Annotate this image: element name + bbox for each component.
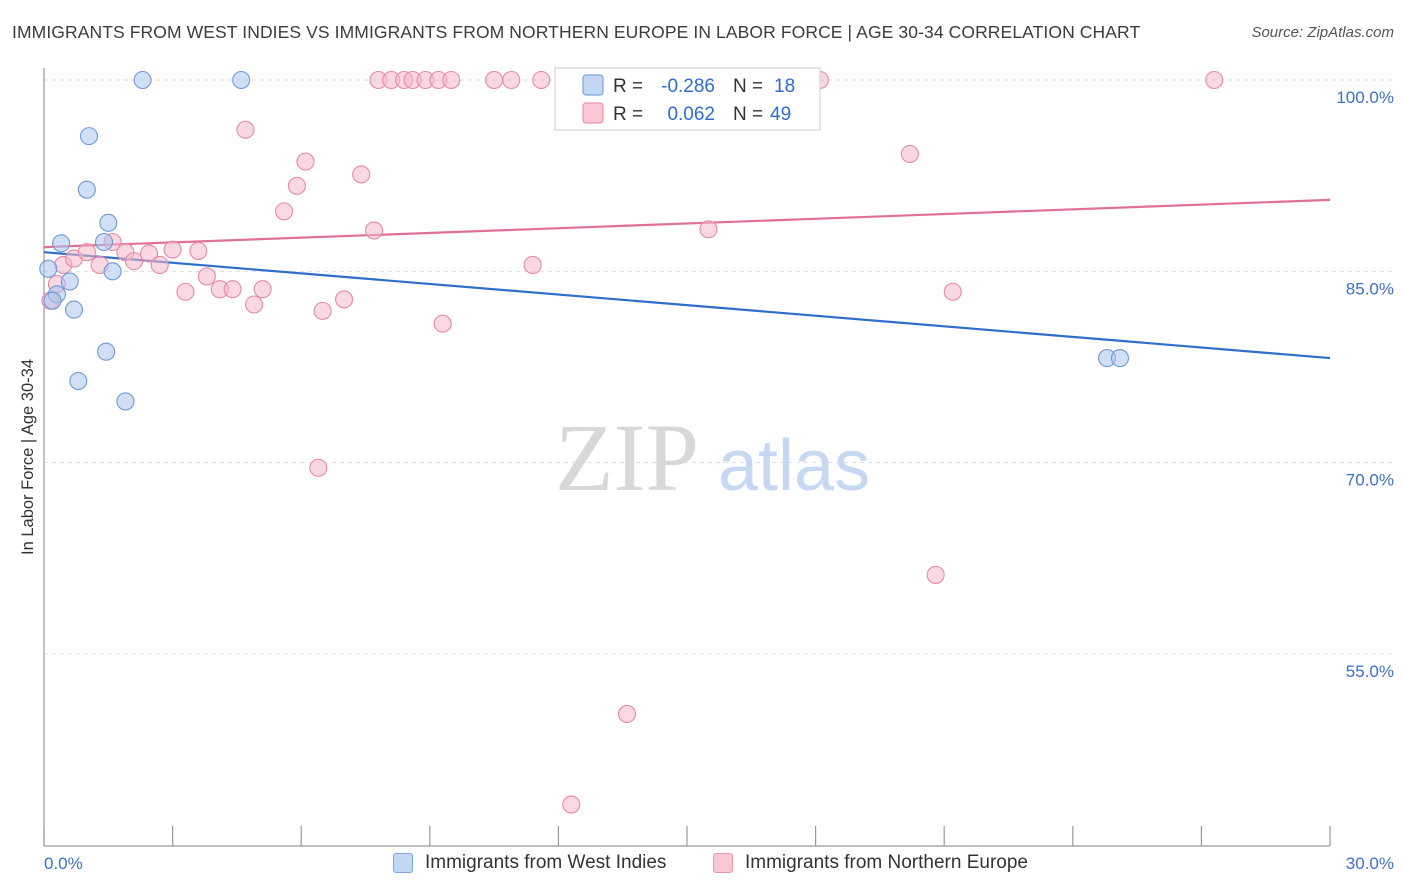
point-northern-europe-16 [223,280,242,299]
point-west-indies-13 [133,70,152,90]
point-west-indies-10 [99,213,118,232]
legend-swatch-northern-europe [582,102,604,124]
legend-r-value-2: 0.062 [667,104,715,125]
point-northern-europe-34 [442,70,461,90]
series-legend-west-indies: Immigrants from West Indies [393,852,666,874]
point-northern-europe-4 [77,243,96,262]
point-northern-europe-9 [139,244,159,263]
point-northern-europe-48 [943,282,962,301]
series-swatch-west-indies [393,853,413,873]
point-west-indies-17 [43,291,62,310]
series-swatch-northern-europe [713,853,733,873]
point-west-indies-5 [69,371,88,391]
chart-source: Source: ZipAtlas.com [1251,24,1394,41]
legend-n-label-2: N = [733,104,763,125]
legend-n-label-1: N = [733,76,763,97]
y-axis-title: In Labor Force | Age 30-34 [19,359,37,555]
chart-title: IMMIGRANTS FROM WEST INDIES VS IMMIGRANT… [12,22,1141,42]
point-west-indies-8 [94,232,114,252]
watermark: ZIP atlas [555,404,870,511]
point-west-indies-11 [103,262,122,281]
point-northern-europe-20 [275,202,294,221]
point-west-indies-14 [232,70,251,90]
series-legend-northern-europe: Immigrants from Northern Europe [713,852,1028,874]
trend-line-1 [43,198,1331,249]
y-tick-labels: 100.0% 85.0% 70.0% 55.0% [1336,88,1394,681]
trend-lines [43,198,1331,360]
point-northern-europe-27 [365,221,384,240]
y-tick-label-0: 100.0% [1336,88,1394,107]
point-northern-europe-13 [189,241,208,260]
y-tick-label-3: 55.0% [1346,662,1394,681]
point-northern-europe-39 [532,70,551,90]
legend-n-value-1: 18 [774,76,795,97]
correlation-legend: R = -0.286 N = 18 R = 0.062 N = 49 [554,67,821,131]
point-northern-europe-21 [287,176,306,195]
point-west-indies-12 [116,392,135,411]
point-northern-europe-37 [502,70,521,90]
y-tick-label-1: 85.0% [1346,279,1394,298]
x-ticks [43,826,1331,846]
legend-r-value-1: -0.286 [661,76,715,97]
series-legend: Immigrants from West Indies Immigrants f… [0,852,1406,878]
point-northern-europe-47 [926,565,945,584]
legend-r-label-1: R = [613,76,643,97]
legend-r-label-2: R = [613,104,643,125]
gridlines [44,79,1392,655]
point-northern-europe-46 [900,144,919,164]
point-northern-europe-19 [253,280,272,299]
point-west-indies-6 [77,180,96,199]
point-northern-europe-25 [335,290,354,309]
point-northern-europe-10 [150,255,169,275]
point-northern-europe-22 [296,152,315,171]
point-northern-europe-12 [176,282,195,301]
point-northern-europe-49 [1205,70,1224,90]
point-west-indies-2 [52,234,71,253]
point-northern-europe-38 [523,255,542,275]
watermark-atlas: atlas [718,426,870,506]
point-northern-europe-17 [236,120,255,139]
point-northern-europe-24 [313,301,332,320]
x-tick-label-max: 30.0% [1346,854,1394,873]
point-northern-europe-23 [309,458,328,477]
point-northern-europe-14 [197,267,216,286]
legend-n-value-2: 49 [770,104,791,125]
point-west-indies-0 [39,259,58,278]
point-west-indies-3 [60,272,79,291]
point-northern-europe-8 [124,252,144,271]
point-west-indies-4 [64,300,84,319]
legend-swatch-west-indies [582,74,604,96]
point-west-indies-16 [1110,349,1130,368]
point-northern-europe-41 [617,704,637,724]
point-northern-europe-35 [433,314,452,333]
x-tick-label-min: 0.0% [44,854,83,873]
point-northern-europe-40 [562,795,581,814]
point-northern-europe-11 [163,240,182,259]
point-northern-europe-26 [352,165,371,184]
point-northern-europe-36 [485,70,504,90]
series-label-west-indies: Immigrants from West Indies [425,852,667,873]
watermark-zip: ZIP [555,404,699,511]
point-northern-europe-43 [699,220,718,239]
point-west-indies-7 [79,127,99,146]
y-tick-label-2: 70.0% [1346,471,1394,490]
series-label-northern-europe: Immigrants from Northern Europe [745,852,1028,873]
data-points [39,70,1224,814]
point-west-indies-9 [97,342,116,361]
point-northern-europe-18 [244,295,264,314]
trend-line-0 [43,251,1331,360]
